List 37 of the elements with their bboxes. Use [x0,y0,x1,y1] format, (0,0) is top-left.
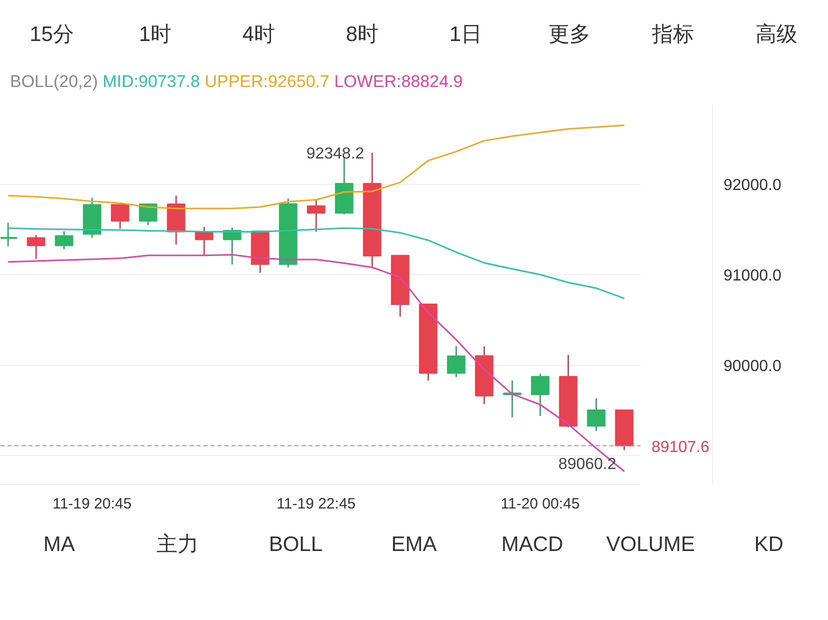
text: 1日 [448,22,484,48]
ref-line-label: 89107.6 [652,438,710,456]
candlestick [306,198,326,233]
candlestick [54,230,74,250]
text: 8时 [344,22,380,48]
legend-title: BOLL(20,2) [10,72,98,91]
text: LOWER:88824.9 [334,72,463,91]
text: 4时 [241,22,276,48]
candlestick [587,398,606,432]
text: MID:90737.8 [102,72,200,91]
line-series [7,227,626,300]
candlestick [26,234,46,260]
candlestick [110,204,130,230]
candlestick [447,345,466,378]
y-tick-label: 91000.0 [724,268,782,285]
text: EMA [390,532,438,558]
text: 高级 [754,22,798,48]
text: 更多 [547,22,592,48]
text: 指标 [650,22,695,48]
line-series [7,254,626,472]
text: UPPER:92650.7 [204,72,330,91]
x-tick-label: 11-19 20:45 [52,496,132,512]
text: MA [42,532,76,558]
candlestick [531,373,550,417]
x-tick-label: 11-19 22:45 [276,496,356,512]
text: MACD [500,532,564,558]
y-tick-label: 90000.0 [724,358,782,376]
annotation: 89060.2 [558,456,616,474]
x-tick-label: 11-20 00:45 [500,496,580,512]
text: BOLL [268,532,324,558]
text: 1时 [138,22,173,48]
text: VOLUME [605,532,696,558]
y-tick-label: 92000.0 [724,177,782,194]
annotation: 92348.2 [306,146,364,163]
text: 主力 [155,532,200,558]
text: 15分 [28,22,75,48]
text: KD [753,532,784,558]
